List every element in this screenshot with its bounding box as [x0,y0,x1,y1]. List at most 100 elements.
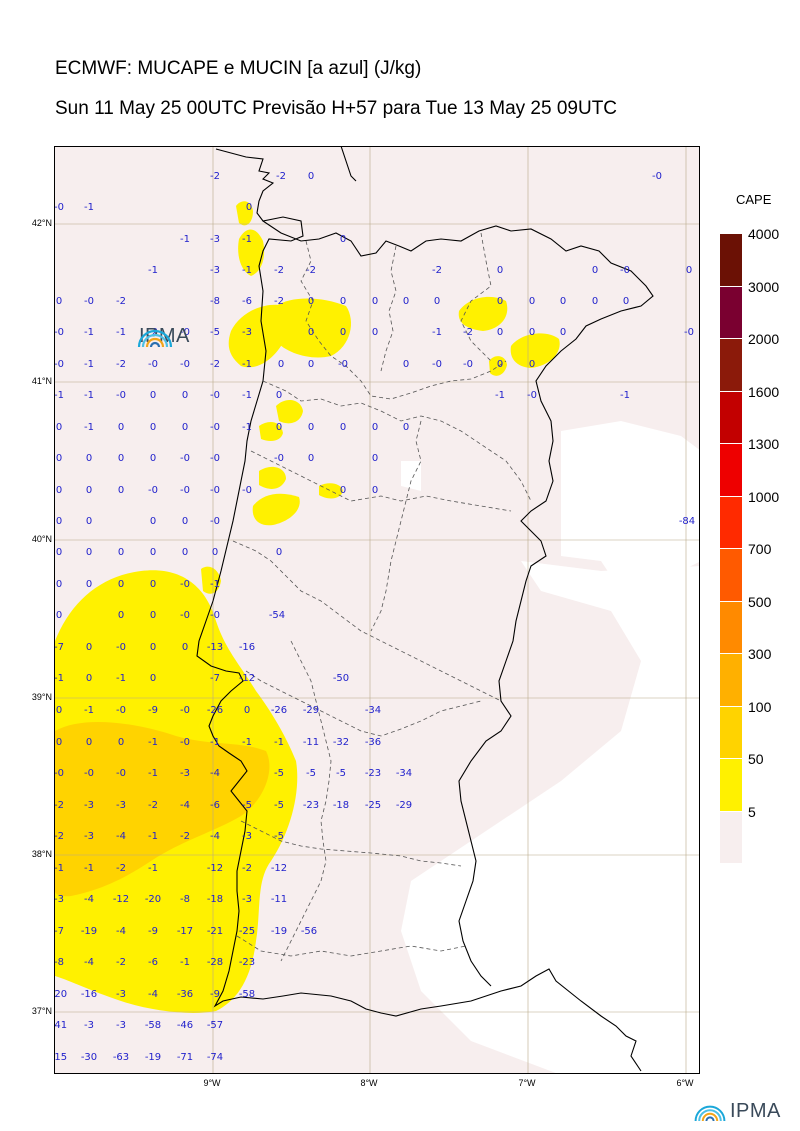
mucin-value: -1 [116,673,126,684]
mucin-value: 0 [56,705,62,716]
mucin-value: -3 [242,894,252,905]
mucin-value: -1 [55,863,64,874]
latitude-label: 37°N [31,1006,52,1016]
mucin-value: -1 [432,327,442,338]
mucin-value: 0 [118,579,124,590]
mucin-value: -4 [210,831,220,842]
mucin-value: -0 [338,359,348,370]
mucin-value: 0 [372,327,378,338]
mucin-value: -6 [210,800,220,811]
mucin-value: -0 [210,390,220,401]
colorbar-tick-label: 1300 [748,436,780,452]
mucin-value: -0 [116,390,126,401]
longitude-label: 8°W [360,1078,378,1088]
mucin-value: 0 [182,516,188,527]
mucin-value: -0 [180,579,190,590]
mucin-value: 0 [340,234,346,245]
mucin-value: -0 [274,453,284,464]
mucin-value: 0 [276,422,282,433]
mucin-value: -3 [116,989,126,1000]
mucin-value: -3 [242,327,252,338]
mucin-value: 0 [118,610,124,621]
mucin-value: -16 [81,989,97,1000]
mucin-value: 0 [150,610,156,621]
mucin-value: -7 [210,673,220,684]
mucin-value: -0 [116,642,126,653]
mucin-value: -0 [148,359,158,370]
mucin-value: -8 [210,296,220,307]
forecast-subtitle: Sun 11 May 25 00UTC Previsão H+57 para T… [55,98,618,119]
mucin-value: 0 [118,737,124,748]
mucin-value: -1 [55,390,64,401]
mucin-value: 0 [56,422,62,433]
mucin-value: -5 [274,768,284,779]
latitude-label: 38°N [31,849,52,859]
mucin-value: -0 [84,768,94,779]
mucin-value: -5 [242,800,252,811]
mucin-value: -9 [148,926,158,937]
mucin-value: -1 [242,422,252,433]
mucin-value: -3 [242,831,252,842]
mucin-value: 0 [372,422,378,433]
district-boundaries [232,232,532,962]
mucin-value: 0 [150,422,156,433]
mucin-value: -6 [148,957,158,968]
mucin-value: 0 [118,422,124,433]
mucin-value: -58 [239,989,255,1000]
mucin-value: 0 [340,327,346,338]
mucin-value: -7 [55,642,64,653]
mucin-value: -2 [210,359,220,370]
colorbar-tick-label: 50 [748,751,764,767]
mucin-value: -29 [303,705,319,716]
mucin-value: 0 [276,390,282,401]
mucin-value: -1 [242,265,252,276]
mucin-value: -1 [55,673,64,684]
mucin-value: 0 [403,359,409,370]
mucin-value: -0 [210,485,220,496]
mucin-value: -1 [180,957,190,968]
mucin-value: 0 [372,485,378,496]
cape-100-300-areas [55,721,270,897]
mucin-value: -0 [463,359,473,370]
mucin-value: -1 [148,768,158,779]
mucin-value: 0 [150,390,156,401]
mucin-value: -12 [207,863,223,874]
mucin-value: 0 [150,579,156,590]
mucin-value: -0 [210,516,220,527]
mucin-value: -25 [365,800,381,811]
mucin-value: -2 [274,296,284,307]
cape-colorbar [720,234,742,864]
mucin-value: 0 [529,359,535,370]
longitude-label: 9°W [203,1078,221,1088]
mucin-value: 0 [150,642,156,653]
mucin-value: -0 [116,768,126,779]
mucin-value: -25 [239,926,255,937]
mucin-value: -19 [81,926,97,937]
mucin-value: 0 [529,296,535,307]
map-title: ECMWF: MUCAPE e MUCIN [a azul] (J/kg) [55,58,422,79]
mucin-value: -1 [495,390,505,401]
mucin-value: 0 [182,642,188,653]
colorbar-segment [720,444,742,497]
mucin-value: -9 [148,705,158,716]
mucin-value: 0 [182,390,188,401]
colorbar-tick-label: 100 [748,698,772,715]
mucin-value: 0 [86,547,92,558]
mucin-value: 0 [150,516,156,527]
colorbar-segment [720,759,742,812]
mucin-value: -41 [55,1020,67,1031]
colorbar-segment [720,286,742,339]
mucin-value: -1 [620,390,630,401]
mucin-value: -3 [84,831,94,842]
mucin-value: -0 [684,327,694,338]
mucin-value: 0 [308,296,314,307]
mucin-value: -2 [180,831,190,842]
mucin-value: -56 [301,926,317,937]
mucin-value: 0 [497,327,503,338]
mucin-value: -2 [432,265,442,276]
map-panel: -2 -2 0 -0 -0 -1 0 -1 -3 -1 0 -1 -3 -1 -2 -2 -2 0 0 -0 0 0 -0-… [54,146,700,1074]
colorbar-segment [720,549,742,602]
mucin-value: 0 [623,296,629,307]
mucin-value: -3 [84,1020,94,1031]
ipma-logo-arcs-icon [137,329,173,348]
